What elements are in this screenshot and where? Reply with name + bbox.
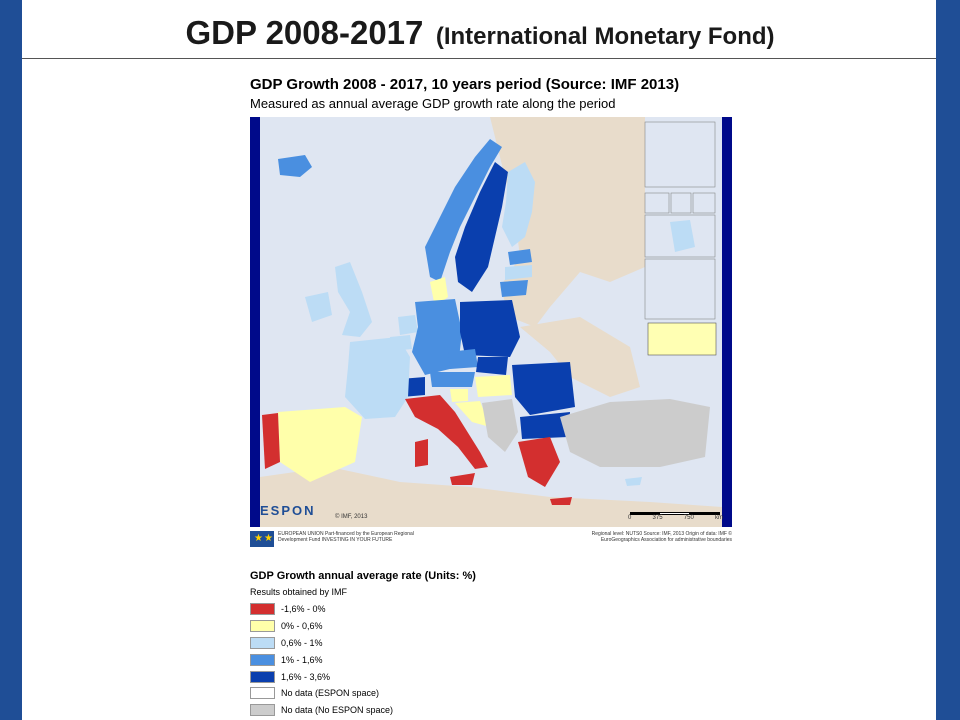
bulgaria-region [520, 412, 570, 439]
legend-subtitle: Results obtained by IMF [250, 587, 348, 597]
cyprus-region [625, 477, 642, 486]
slide-title: GDP 2008-2017 (International Monetary Fo… [0, 14, 960, 52]
legend-item: 0% - 0,6% [250, 618, 393, 634]
legend-item: -1,6% - 0% [250, 601, 393, 617]
map-subtitle: Measured as annual average GDP growth ra… [250, 96, 616, 111]
denmark-region [430, 277, 448, 307]
uk-region [335, 262, 372, 337]
iceland-region [278, 155, 312, 177]
eu-funding-text: EUROPEAN UNION Part-financed by the Euro… [278, 531, 414, 543]
inset-madeira-acores [644, 258, 716, 320]
espon-logo: ESPON [260, 503, 316, 518]
eu-flag-icon: ★★ [250, 531, 274, 547]
slovakia-region [476, 357, 508, 375]
slide-title-suffix: (International Monetary Fond) [435, 23, 775, 50]
scale-label-0: 0 [628, 515, 632, 521]
scale-label-2: 750 [683, 515, 694, 521]
scale-labels: 0 375 750 km [628, 515, 723, 521]
ukraine-region [520, 317, 640, 397]
scale-bar [630, 512, 720, 515]
guyane-region [670, 220, 695, 252]
spain-region [278, 407, 362, 482]
legend-title: GDP Growth annual average rate (Units: %… [250, 570, 476, 582]
italy-region [405, 395, 488, 469]
greece-region [518, 437, 560, 487]
austria-region [430, 372, 475, 387]
inset-reunion [692, 192, 716, 214]
legend-item: 0,6% - 1% [250, 635, 393, 651]
slovenia-region [450, 389, 468, 402]
slide-title-main: GDP 2008-2017 [185, 14, 424, 51]
scale-label-1: 375 [652, 515, 663, 521]
legend-item: No data (ESPON space) [250, 685, 393, 701]
sardinia-region [415, 439, 428, 467]
legend-item: No data (No ESPON space) [250, 702, 393, 718]
right-frame-bar [936, 0, 960, 720]
finland-region [502, 162, 535, 247]
crete-region [550, 497, 572, 505]
source-text: Regional level: NUTS0 Source: IMF, 2013 … [591, 531, 732, 543]
legend-item: 1,6% - 3,6% [250, 669, 393, 685]
legend-label: 1,6% - 3,6% [281, 671, 331, 682]
disclaimer-box [647, 322, 717, 356]
legend-swatch [250, 603, 275, 615]
legend-swatch [250, 670, 275, 683]
legend-label: No data (ESPON space) [281, 688, 380, 699]
map-title: GDP Growth 2008 - 2017, 10 years period … [250, 76, 680, 93]
left-frame-bar [0, 0, 22, 720]
france-region [345, 337, 410, 419]
netherlands-region [398, 315, 418, 335]
legend-swatch [250, 653, 275, 666]
legend-label: No data (No ESPON space) [281, 705, 394, 716]
norway-region [425, 139, 502, 282]
lithuania-region [500, 280, 528, 297]
inset-martinique [670, 192, 692, 214]
sweden-region [455, 162, 508, 292]
balkans-region [482, 399, 518, 452]
ireland-region [305, 292, 332, 322]
europe-gdp-map [250, 117, 732, 527]
poland-region [460, 300, 520, 357]
latvia-region [505, 265, 532, 280]
legend-swatch [250, 687, 275, 700]
croatia-region [455, 401, 490, 427]
north-africa-region [260, 467, 722, 527]
legend-item: 1% - 1,6% [250, 652, 393, 668]
title-divider [22, 58, 936, 59]
scale-unit: km [714, 515, 723, 521]
legend-label: 1% - 1,6% [281, 654, 323, 665]
map-left-border [250, 117, 260, 527]
turkey-region [560, 399, 710, 467]
legend-swatch [250, 704, 275, 717]
legend-swatch [250, 619, 275, 632]
legend-label: -1,6% - 0% [281, 604, 326, 614]
map-copyright: © IMF, 2013 [335, 514, 368, 520]
inset-guadeloupe [644, 192, 670, 214]
legend: -1,6% - 0% 0% - 0,6% 0,6% - 1% 1% - 1,6%… [250, 601, 393, 719]
legend-label: 0,6% - 1% [281, 637, 323, 648]
romania-region [512, 362, 575, 415]
hungary-region [475, 375, 512, 397]
inset-canarias [644, 121, 716, 188]
map-right-border [722, 117, 732, 527]
sicily-region [450, 473, 475, 485]
czech-region [448, 349, 478, 369]
legend-swatch [250, 636, 275, 649]
legend-label: 0% - 0,6% [281, 620, 323, 631]
estonia-region [508, 249, 532, 265]
portugal-region [262, 413, 280, 469]
